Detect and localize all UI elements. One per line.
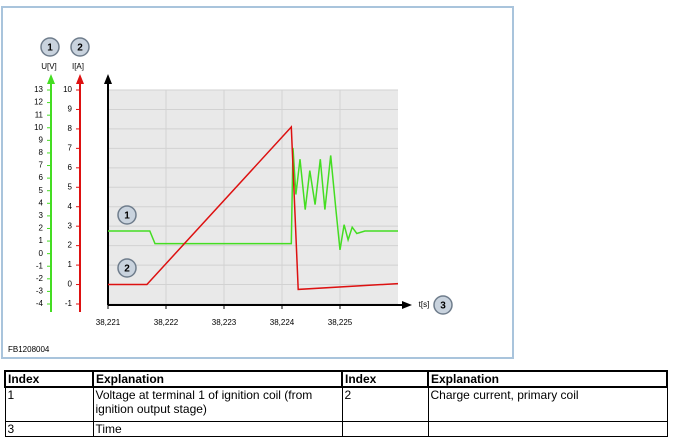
cell: 3 xyxy=(4,420,94,437)
y2-tick-label: 1 xyxy=(68,260,73,269)
y-tick-label: 5 xyxy=(39,186,44,195)
y2-axis-label: I[A] xyxy=(72,62,84,71)
header-cell: Index xyxy=(4,370,94,388)
y-tick-label: 12 xyxy=(34,98,43,107)
header-cell: Explanation xyxy=(427,370,668,388)
y-tick-label: 1 xyxy=(39,236,44,245)
y-tick-label: 8 xyxy=(39,148,44,157)
x-tick-label: 38,224 xyxy=(270,318,295,327)
y2-tick-label: 3 xyxy=(68,221,73,230)
x-tick-label: 38,222 xyxy=(154,318,179,327)
y-tick-label: -1 xyxy=(36,261,44,270)
y-tick-label: 11 xyxy=(35,110,44,119)
y-tick-label: 3 xyxy=(39,211,44,220)
cell: Voltage at terminal 1 of ignition coil (… xyxy=(92,386,343,422)
table-header: Index Explanation Index Explanation xyxy=(4,370,668,388)
cell: 2 xyxy=(341,386,429,422)
y-tick-label: -3 xyxy=(36,287,44,296)
cell: Charge current, primary coil xyxy=(427,386,668,422)
table-row: 3 Time xyxy=(4,420,668,437)
callout-circle xyxy=(117,205,137,225)
series-line xyxy=(108,125,399,291)
y-tick-label: 10 xyxy=(34,123,43,132)
cell: Time xyxy=(92,420,343,437)
y-tick-label: 6 xyxy=(39,173,44,182)
callout-circle xyxy=(117,258,137,278)
y2-tick-label: 9 xyxy=(68,105,73,114)
y2-tick-label: 0 xyxy=(68,280,73,289)
y2-tick-label: 8 xyxy=(68,124,73,133)
y2-tick-label: 10 xyxy=(63,85,72,94)
cell: 1 xyxy=(4,386,94,422)
callout-label: 2 xyxy=(77,43,83,54)
figure-id: FB1208004 xyxy=(8,345,50,354)
y-axis-label: U[V] xyxy=(41,62,57,71)
callout-label: 1 xyxy=(124,211,130,222)
y-tick-label: 9 xyxy=(39,135,44,144)
y2-tick-label: 6 xyxy=(68,163,73,172)
plot-area xyxy=(108,90,398,305)
y2-tick-label: 7 xyxy=(68,143,73,152)
callout-circle xyxy=(40,37,60,57)
y-axis-arrow xyxy=(47,74,55,84)
callout-circle xyxy=(70,37,90,57)
y-tick-label: 4 xyxy=(39,198,44,207)
x-axis-arrow xyxy=(402,301,412,309)
y2-axis-arrow xyxy=(76,74,84,84)
y-tick-label: 13 xyxy=(34,85,43,94)
y-tick-label: -2 xyxy=(36,274,44,283)
y-tick-label: -4 xyxy=(36,299,44,308)
figure: FB1208004 -4-3-2-1012345678910111213-101… xyxy=(1,6,514,359)
header-cell: Index xyxy=(341,370,429,388)
cell xyxy=(341,420,429,437)
x-tick-label: 38,223 xyxy=(212,318,237,327)
legend-table: Index Explanation Index Explanation 1 Vo… xyxy=(4,370,668,437)
series-line xyxy=(108,147,398,251)
table-row: 1 Voltage at terminal 1 of ignition coil… xyxy=(4,386,668,422)
axis-arrow xyxy=(104,74,112,84)
x-tick-label: 38,225 xyxy=(328,318,353,327)
y2-tick-label: 5 xyxy=(68,182,73,191)
header-cell: Explanation xyxy=(92,370,343,388)
callout-label: 1 xyxy=(47,43,53,54)
y2-tick-label: -1 xyxy=(65,299,73,308)
x-tick-label: 38,221 xyxy=(96,318,121,327)
callout-label: 2 xyxy=(124,264,130,275)
x-axis-label: t[s] xyxy=(419,300,430,309)
cell xyxy=(427,420,668,437)
y2-tick-label: 2 xyxy=(68,241,73,250)
callout-circle xyxy=(433,295,453,315)
y-tick-label: 0 xyxy=(39,249,44,258)
y-tick-label: 7 xyxy=(39,161,44,170)
callout-label: 3 xyxy=(440,301,446,312)
y2-tick-label: 4 xyxy=(68,202,73,211)
y-tick-label: 2 xyxy=(39,224,44,233)
